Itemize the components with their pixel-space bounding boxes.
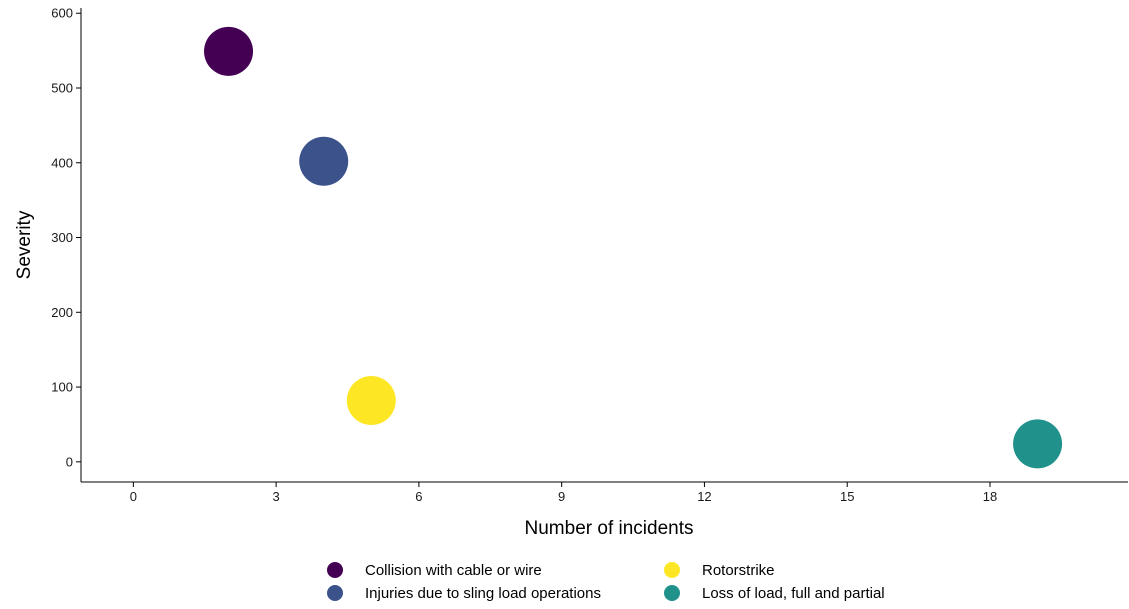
legend-label: Injuries due to sling load operations	[365, 585, 601, 602]
legend-key	[327, 562, 343, 578]
y-tick-label: 0	[66, 454, 73, 469]
data-point	[346, 376, 396, 426]
data-point	[1013, 419, 1063, 469]
x-tick-label: 9	[558, 489, 565, 504]
x-tick-label: 15	[840, 489, 854, 504]
legend: Collision with cable or wire Injuries due…	[327, 562, 885, 602]
x-tick-label: 18	[983, 489, 997, 504]
x-tick-label: 6	[415, 489, 422, 504]
legend-label: Collision with cable or wire	[365, 562, 542, 579]
legend-key	[664, 562, 680, 578]
y-tick-label: 600	[51, 6, 73, 21]
legend-key	[327, 585, 343, 601]
y-tick-label: 300	[51, 230, 73, 245]
x-tick-label: 0	[130, 489, 137, 504]
y-tick-label: 200	[51, 305, 73, 320]
y-tick-label: 100	[51, 380, 73, 395]
y-tick-label: 500	[51, 80, 73, 95]
x-tick-label: 12	[697, 489, 711, 504]
data-points	[204, 26, 1063, 469]
legend-key	[664, 585, 680, 601]
y-tick-label: 400	[51, 155, 73, 170]
x-axis-title: Number of incidents	[525, 518, 694, 539]
data-point	[204, 26, 254, 76]
axes: 0 3 6 9 12 15 18 0 100 200 300 400 500 600	[51, 6, 1128, 504]
y-axis-title: Severity	[14, 210, 35, 279]
data-point	[299, 136, 349, 186]
legend-label: Loss of load, full and partial	[702, 585, 885, 602]
x-tick-label: 3	[273, 489, 280, 504]
legend-label: Rotorstrike	[702, 562, 775, 579]
y-axis-ticks: 0 100 200 300 400 500 600	[51, 6, 81, 469]
x-axis-ticks: 0 3 6 9 12 15 18	[130, 482, 997, 504]
